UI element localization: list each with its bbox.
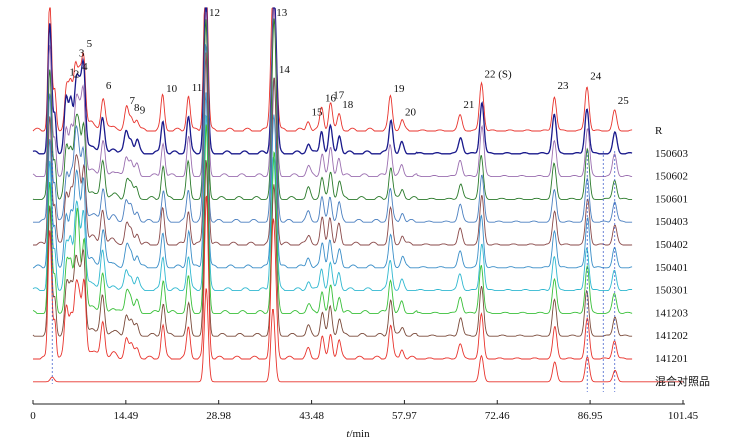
peak-label: 19 [394,83,406,95]
peak-label: 24 [590,70,602,82]
peak-label: 17 [333,89,345,101]
trace-line-150603 [32,7,633,155]
peak-label: 10 [166,83,178,95]
peak-label: 3 [79,48,85,60]
peak-label: 25 [618,95,630,107]
peak-label: 5 [87,38,93,50]
trace-label: 141203 [655,307,689,319]
peak-label: 4 [82,61,88,73]
x-tick-label: 101.45 [668,410,699,422]
x-tick-label: 28.98 [206,410,231,422]
peak-label: 16 [325,92,337,104]
trace-label: 150402 [655,239,688,251]
peak-label: 6 [106,80,112,92]
chromatogram-traces [32,7,683,383]
trace-line-混合对照品 [33,288,683,383]
x-axis-title-var: t [346,428,350,440]
peak-label: 22 (S) [484,69,512,81]
trace-line-150301 [32,114,633,292]
x-axis-ticks: 0 14.49 28.98 43.48 57.97 72.46 86.95 101.45 [30,400,699,422]
peak-label: 7 [130,95,136,107]
trace-line-R [32,7,633,132]
x-tick-label: 72.46 [485,410,510,422]
x-tick-label: 0 [30,410,36,422]
peak-label: 11 [192,82,203,94]
trace-label: 150301 [655,285,688,297]
peak-label: 15 [312,107,324,119]
trace-line-150402 [33,52,633,246]
peak-label: 20 [405,107,417,119]
trace-label: 141201 [655,353,688,365]
trace-label: R [655,125,663,137]
peak-label: 23 [558,80,570,92]
trace-label: 混合对照品 [655,374,710,388]
trace-label: 150403 [655,216,689,228]
x-axis-title-unit: /min [349,428,370,440]
peak-label: 9 [140,105,146,117]
peak-label: 13 [276,7,288,19]
x-tick-label: 57.97 [392,410,417,422]
alignment-dashed-lines [51,151,616,392]
x-tick-label: 43.48 [299,410,324,422]
trace-line-150602 [32,8,633,178]
x-axis: 0 14.49 28.98 43.48 57.97 72.46 86.95 101.45 t/… [30,400,699,440]
trace-label: 150603 [655,148,689,160]
trace-line-150403 [33,44,633,223]
peak-label: 18 [342,99,354,111]
trace-name-labels: R 150603 150602 150601 150403 150402 150401 150… [655,125,710,388]
trace-line-150601 [32,18,633,200]
trace-label: 150601 [655,193,688,205]
peak-label: 2 [74,69,80,81]
trace-line-141201 [33,195,633,360]
trace-label: 150602 [655,171,688,183]
trace-line-141202 [32,160,633,337]
peak-label: 21 [463,99,474,111]
trace-line-141203 [32,124,633,314]
peak-label: 8 [134,102,140,114]
peak-label: 14 [279,64,291,76]
peak-label: 12 [209,7,220,19]
trace-label: 141202 [655,330,688,342]
trace-line-150401 [33,92,633,269]
x-tick-label: 14.49 [113,410,138,422]
trace-label: 150401 [655,262,688,274]
x-tick-label: 86.95 [578,410,603,422]
x-axis-title: t/min [346,428,370,440]
peak-label: 1 [69,67,75,79]
